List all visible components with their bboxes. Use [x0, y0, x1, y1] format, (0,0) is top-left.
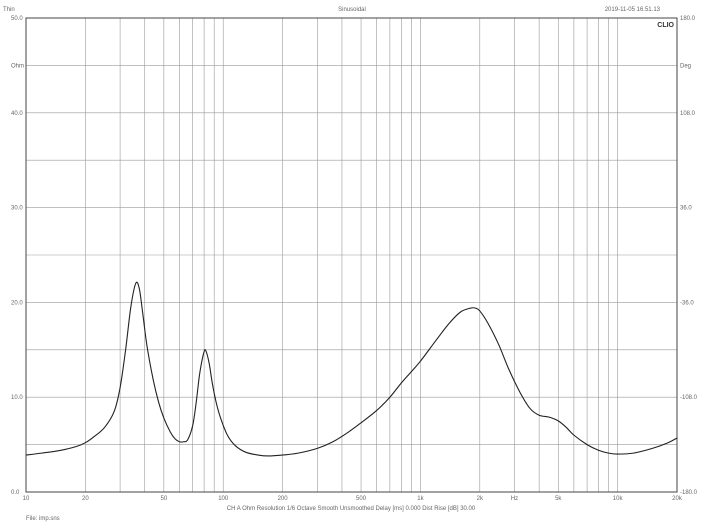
y-right-tick-label: -108.0: [680, 395, 698, 401]
x-tick-label: 500: [356, 496, 367, 502]
y-left-tick-label: 20.0: [11, 300, 23, 306]
x-tick-label: 1k: [417, 496, 424, 502]
x-tick-label: 50: [161, 496, 168, 502]
grid-lines: [26, 18, 677, 492]
x-tick-label: 200: [278, 496, 289, 502]
footer-file: File: imp.sns: [26, 516, 60, 522]
x-tick-label: 100: [218, 496, 229, 502]
y-left-tick-label: 10.0: [11, 395, 23, 401]
y-right-tick-labels: -180.0 -108.0 -36.0 36.0 108.0 180.0 Deg: [680, 16, 698, 496]
x-tick-label: 10k: [613, 496, 624, 502]
y-left-tick-label: 0.0: [11, 490, 20, 496]
header-left-label: Thin: [3, 7, 15, 13]
y-left-tick-label: 50.0: [11, 16, 23, 22]
y-left-unit-label: Ohm: [11, 63, 24, 69]
y-left-tick-label: 40.0: [11, 111, 23, 117]
header-timestamp: 2019-11-05 16.51.13: [605, 7, 661, 13]
y-right-tick-label: 108.0: [680, 111, 696, 117]
y-right-tick-label: -180.0: [680, 490, 698, 496]
plot-frame: [25, 17, 678, 493]
x-tick-label: 10: [23, 496, 30, 502]
y-right-tick-label: 180.0: [680, 16, 696, 22]
y-right-tick-label: 36.0: [680, 206, 692, 212]
header-center-label: Sinusoidal: [338, 7, 366, 13]
x-tick-label: 2k: [477, 496, 484, 502]
x-tick-label: 5k: [555, 496, 562, 502]
footer-info: CH A Ohm Resolution 1/6 Octave Smooth Un…: [227, 506, 476, 512]
impedance-series-line: [25, 281, 678, 457]
x-tick-label: Hz: [511, 496, 518, 502]
y-left-tick-label: 30.0: [11, 206, 23, 212]
clio-brand-label: CLIO: [657, 22, 674, 29]
x-tick-label: 20k: [672, 496, 683, 502]
x-tick-labels: 10 20 50 100 200 500 1k 2k Hz 5k 10k 20k: [23, 496, 683, 502]
x-tick-label: 20: [82, 496, 89, 502]
y-left-tick-labels: 0.0 10.0 20.0 30.0 40.0 50.0 Ohm: [11, 16, 24, 496]
y-right-tick-label: -36.0: [680, 300, 694, 306]
y-right-unit-label: Deg: [680, 63, 691, 69]
